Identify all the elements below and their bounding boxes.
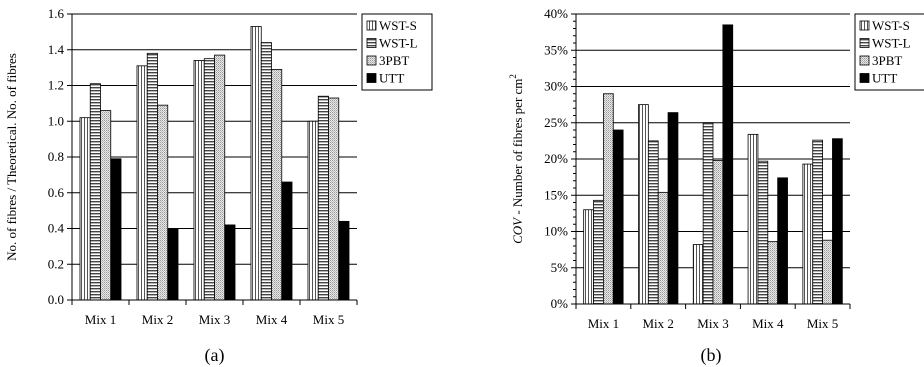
legend: WST-S WST-L 3PBT UTT: [854, 13, 924, 91]
bar-wst-s-5: [307, 120, 319, 301]
x-tick-label: Mix 2: [642, 316, 673, 331]
bar-3pbt-2: [157, 104, 169, 301]
y-tick-label: 15%: [544, 187, 568, 202]
legend-swatch-wst-s: [366, 20, 377, 31]
bar-utt-3: [722, 24, 734, 305]
bar-wst-l-4: [260, 42, 272, 301]
bar-wst-l-5: [812, 139, 824, 305]
y-tick-label: 0%: [551, 296, 569, 311]
bar-3pbt-1: [100, 110, 112, 301]
legend-swatch-utt: [859, 73, 870, 83]
bar-wst-s-1: [79, 117, 91, 301]
legend-swatch-3pbt: [859, 55, 870, 66]
bar-wst-s-3: [193, 60, 205, 301]
legend-label-wst-l: WST-L: [872, 36, 911, 51]
bar-3pbt-1: [603, 93, 614, 305]
y-tick-label: 20%: [544, 151, 568, 166]
x-tick-label: Mix 1: [85, 312, 116, 327]
y-tick-label: 0.6: [48, 185, 65, 200]
legend-swatch-utt: [366, 73, 377, 83]
legend: WST-S WST-L 3PBT UTT: [361, 13, 433, 91]
y-tick-label: 1.4: [48, 42, 65, 57]
bar-utt-2: [667, 112, 679, 305]
bar-3pbt-4: [767, 241, 779, 305]
y-tick-label: 5%: [551, 260, 569, 275]
legend-label-3pbt: 3PBT: [872, 53, 902, 68]
y-tick-label: 1.2: [48, 78, 64, 93]
bar-wst-l-5: [317, 95, 329, 301]
bar-utt-5: [338, 220, 350, 301]
y-tick-label: 30%: [544, 79, 568, 94]
x-tick-label: Mix 5: [807, 316, 838, 331]
bar-3pbt-3: [712, 160, 724, 305]
bar-wst-l-1: [593, 199, 604, 305]
y-tick-label: 10%: [544, 224, 568, 239]
legend-label-wst-s: WST-S: [379, 18, 417, 33]
legend-swatch-wst-s: [859, 20, 870, 31]
bar-wst-s-1: [583, 209, 594, 305]
bar-wst-l-3: [702, 122, 714, 305]
y-tick-label: 25%: [544, 115, 568, 130]
bar-wst-l-3: [203, 58, 215, 301]
y-axis-title: No. of fibres / Theoretical. No. of fibr…: [4, 53, 19, 261]
bar-wst-s-4: [747, 133, 759, 305]
bar-utt-3: [224, 224, 236, 301]
bar-wst-s-5: [802, 163, 814, 305]
y-axis-title: COV - Number of fibres per cm2: [508, 74, 525, 244]
bar-utt-4: [281, 181, 293, 301]
legend-label-wst-s: WST-S: [872, 18, 910, 33]
panel-label: (a): [205, 345, 225, 366]
y-tick-label: 0.4: [48, 221, 65, 236]
bar-utt-2: [167, 228, 179, 301]
x-tick-label: Mix 5: [313, 312, 344, 327]
legend-label-wst-l: WST-L: [379, 36, 418, 51]
chart-b: 0% 5% 10% 15% 20% 25% 30% 35% 40% Mix 1 Mix 2 Mix 3…: [508, 6, 924, 366]
bar-3pbt-3: [214, 54, 226, 301]
x-tick-label: Mix 4: [752, 316, 784, 331]
chart-a: 0.0 0.2 0.4 0.6 0.8 1.0 1.2 1.4 1.6 Mix 1 Mix 2 Mix…: [4, 6, 433, 366]
y-tick-label: 35%: [544, 42, 568, 57]
panel-label: (b): [701, 345, 722, 366]
bar-wst-s-4: [250, 26, 262, 301]
y-tick-label: 0.8: [48, 149, 64, 164]
x-tick-label: Mix 3: [697, 316, 728, 331]
y-tick-label: 1.0: [48, 113, 64, 128]
bar-wst-l-2: [647, 140, 659, 305]
x-tick-label: Mix 1: [588, 316, 619, 331]
legend-label-utt: UTT: [872, 71, 897, 86]
legend-swatch-wst-l: [366, 38, 377, 48]
y-tick-label: 0.0: [48, 292, 64, 307]
y-tick-label: 1.6: [48, 6, 65, 21]
bar-wst-l-1: [89, 83, 101, 301]
bar-wst-l-4: [757, 160, 769, 305]
bar-3pbt-5: [328, 97, 340, 301]
x-tick-label: Mix 2: [142, 312, 173, 327]
legend-swatch-3pbt: [366, 55, 377, 66]
y-tick-label: 0.2: [48, 256, 64, 271]
bar-wst-s-3: [692, 244, 704, 305]
bar-utt-5: [832, 138, 843, 305]
bar-3pbt-5: [822, 239, 833, 305]
x-tick-label: Mix 3: [199, 312, 230, 327]
bar-wst-l-2: [146, 52, 158, 301]
y-tick-label: 40%: [544, 6, 568, 21]
legend-swatch-wst-l: [859, 38, 870, 48]
bar-3pbt-4: [271, 69, 283, 301]
legend-label-utt: UTT: [379, 71, 404, 86]
bar-3pbt-2: [657, 191, 669, 305]
bar-wst-s-2: [136, 65, 148, 301]
bar-utt-1: [110, 158, 122, 301]
bar-utt-1: [612, 129, 624, 305]
bar-utt-4: [777, 177, 788, 305]
bar-wst-s-2: [638, 104, 649, 305]
x-tick-label: Mix 4: [256, 312, 288, 327]
legend-label-3pbt: 3PBT: [379, 53, 409, 68]
